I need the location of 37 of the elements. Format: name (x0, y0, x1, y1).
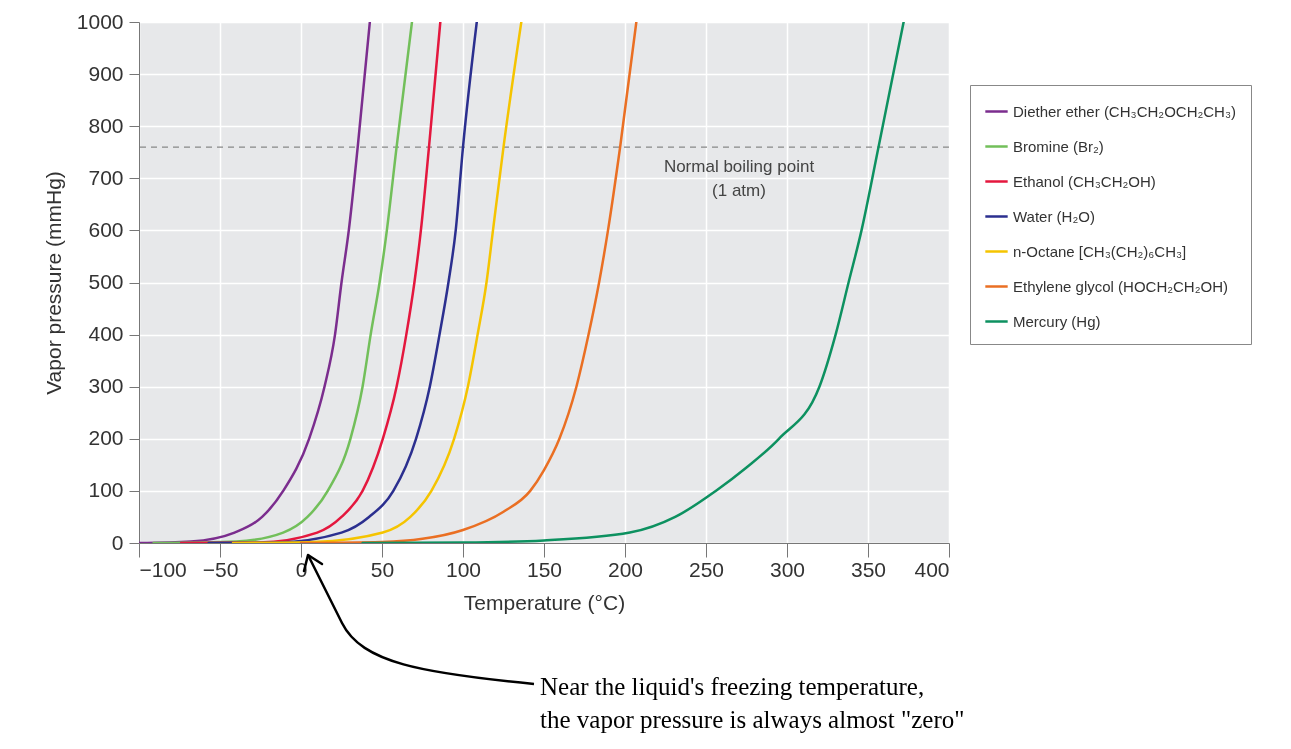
x-tick-label: 300 (769, 557, 806, 581)
legend-label: Bromine (Br₂) (1013, 137, 1104, 155)
y-tick-label: 900 (88, 61, 124, 85)
line-series (231, 22, 523, 543)
x-tick-label: 150 (526, 557, 563, 581)
x-tick-label: 200 (607, 557, 644, 581)
x-tick-label: 100 (445, 557, 482, 581)
legend-label: Ethylene glycol (HOCH₂CH₂OH) (1013, 277, 1229, 295)
text: Near the liquid's freezing temperature, the vapor pressure is always almost "zero" (540, 673, 965, 733)
y-tick-label: 700 (88, 165, 124, 189)
y-tick-label: 800 (88, 113, 124, 137)
legend-label: Mercury (Hg) (1013, 312, 1101, 330)
line-series (207, 22, 479, 543)
y-tick-label: 100 (88, 478, 124, 502)
x-tick-label: 50 (370, 557, 395, 581)
y-tick-label: 400 (88, 322, 124, 346)
line-series (299, 22, 638, 543)
x-axis-title: Temperature (°C) (463, 590, 626, 614)
legend-label: n-Octane [CH₃(CH₂)₆CH₃] (1013, 242, 1187, 260)
y-axis-title: Vapor pressure (mmHg) (41, 171, 65, 395)
legend-label: Ethanol (CH₃CH₂OH) (1013, 172, 1156, 190)
x-tick-label: 400 (914, 557, 950, 581)
y-tick-label: 1000 (76, 9, 124, 33)
y-tick-label: 300 (88, 374, 124, 398)
x-tick-label: −100 (139, 557, 187, 581)
y-tick-label: 200 (88, 426, 124, 450)
y-tick-label: 0 (111, 530, 124, 554)
x-tick-label: 350 (850, 557, 887, 581)
line-series (152, 22, 414, 543)
line-series (361, 22, 905, 543)
y-tick-label: 600 (88, 217, 124, 241)
ref-line-label: Normal boiling point (1 atm) (663, 157, 815, 201)
x-tick-label: −50 (202, 557, 239, 581)
legend-label: Water (H₂O) (1013, 207, 1095, 225)
y-tick-label: 500 (88, 270, 124, 293)
legend-label: Diether ether (CH₃CH₂OCH₂CH₃) (1013, 102, 1237, 120)
x-tick-label: 250 (688, 557, 725, 581)
